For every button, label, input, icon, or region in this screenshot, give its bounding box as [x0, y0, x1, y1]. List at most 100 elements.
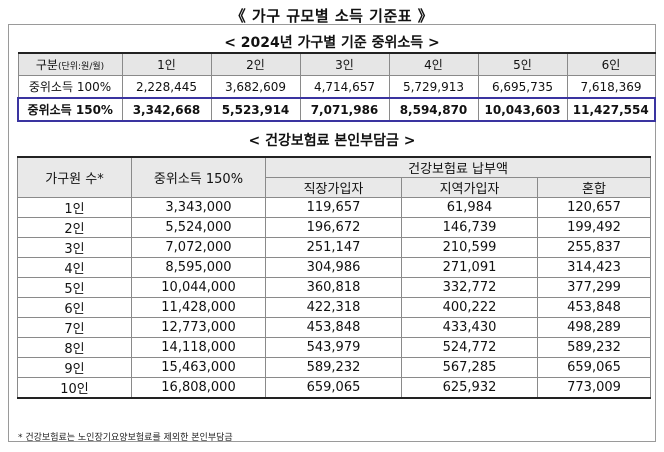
table-cell: 3,682,609 — [210, 75, 301, 99]
table-cell: 7,618,369 — [566, 75, 656, 99]
employee-header: 직장가입자 — [265, 177, 402, 198]
regional-premium-cell: 524,772 — [401, 337, 538, 358]
regional-header: 지역가입자 — [401, 177, 538, 198]
mixed-premium-cell: 199,492 — [536, 217, 652, 238]
employee-premium-cell: 251,147 — [265, 237, 402, 258]
regional-premium-cell: 400,222 — [401, 297, 538, 318]
regional-premium-cell: 271,091 — [401, 257, 538, 278]
table-header-row: 구분(단위:원/월) 1인 2인 3인 4인 5인 6인 — [17, 52, 656, 76]
median-income-cell: 3,343,000 — [131, 197, 266, 218]
table-cell: 11,427,554 — [566, 97, 656, 122]
mixed-premium-cell: 314,423 — [536, 257, 652, 278]
household-size-cell: 9인 — [17, 357, 132, 378]
table-body: 1인 3,343,000 119,657 61,984 120,657 2인 5,524,0… — [17, 197, 652, 399]
regional-premium-cell: 567,285 — [401, 357, 538, 378]
unit-label: (단위:원/월) — [57, 62, 105, 72]
household-size-cell: 4인 — [17, 257, 132, 278]
table-row: 3인 7,072,000 251,147 210,599 255,837 — [17, 237, 652, 258]
content-frame — [8, 24, 656, 442]
median-income-subtitle: < 2024년 가구별 기준 중위소득 > — [224, 35, 440, 51]
household-size-cell: 2인 — [17, 217, 132, 238]
table-row: 1인 3,343,000 119,657 61,984 120,657 — [17, 197, 652, 218]
health-insurance-table: 가구원 수* 중위소득 150% 건강보험료 납부액 직장가입자 지역가입자 혼… — [17, 156, 652, 399]
household-size-cell: 3인 — [17, 237, 132, 258]
mixed-premium-cell: 659,065 — [536, 357, 652, 378]
table-row: 10인 16,808,000 659,065 625,932 773,009 — [17, 377, 652, 399]
table-cell: 4,714,657 — [299, 75, 390, 99]
mixed-premium-cell: 120,657 — [536, 197, 652, 218]
median-income-cell: 12,773,000 — [131, 317, 266, 338]
employee-premium-cell: 119,657 — [265, 197, 402, 218]
employee-premium-cell: 453,848 — [265, 317, 402, 338]
table-cell: 2,228,445 — [121, 75, 212, 99]
mixed-header: 혼합 — [536, 177, 652, 198]
mixed-premium-cell: 377,299 — [536, 277, 652, 298]
median-income-header: 중위소득 150% — [131, 156, 266, 198]
page-title: 《 가구 규모별 소득 기준표 》 — [230, 7, 434, 25]
table-cell: 10,043,603 — [477, 97, 568, 122]
median-income-cell: 8,595,000 — [131, 257, 266, 278]
regional-premium-cell: 146,739 — [401, 217, 538, 238]
household-size-cell: 5인 — [17, 277, 132, 298]
employee-premium-cell: 360,818 — [265, 277, 402, 298]
employee-premium-cell: 589,232 — [265, 357, 402, 378]
table-header-row: 가구원 수* 중위소득 150% 건강보험료 납부액 — [17, 156, 652, 198]
household-size-cell: 10인 — [17, 377, 132, 399]
table-subheader-row: 직장가입자 지역가입자 혼합 — [18, 177, 652, 198]
table-cell: 8,594,870 — [388, 97, 479, 122]
regional-premium-cell: 210,599 — [401, 237, 538, 258]
table-row: 5인 10,044,000 360,818 332,772 377,299 — [17, 277, 652, 298]
column-header: 5인 — [477, 52, 568, 76]
mixed-premium-cell: 453,848 — [536, 297, 652, 318]
employee-premium-cell: 659,065 — [265, 377, 402, 399]
regional-premium-cell: 332,772 — [401, 277, 538, 298]
table-row: 6인 11,428,000 422,318 400,222 453,848 — [17, 297, 652, 318]
table-row: 7인 12,773,000 453,848 433,430 498,289 — [17, 317, 652, 338]
table-cell: 3,342,668 — [121, 97, 212, 122]
household-size-cell: 7인 — [17, 317, 132, 338]
category-label: 구분 — [35, 58, 58, 72]
median-income-table: 구분(단위:원/월) 1인 2인 3인 4인 5인 6인 중위소득 100% 2… — [17, 52, 656, 122]
table-row: 9인 15,463,000 589,232 567,285 659,065 — [17, 357, 652, 378]
employee-premium-cell: 422,318 — [265, 297, 402, 318]
median-income-cell: 14,118,000 — [131, 337, 266, 358]
category-header: 구분(단위:원/월) — [17, 52, 123, 76]
mixed-premium-cell: 255,837 — [536, 237, 652, 258]
table-row: 8인 14,118,000 543,979 524,772 589,232 — [17, 337, 652, 358]
mixed-premium-cell: 773,009 — [536, 377, 652, 399]
regional-premium-cell: 625,932 — [401, 377, 538, 399]
employee-premium-cell: 543,979 — [265, 337, 402, 358]
household-size-cell: 1인 — [17, 197, 132, 218]
table-row: 2인 5,524,000 196,672 146,739 199,492 — [17, 217, 652, 238]
household-size-cell: 8인 — [17, 337, 132, 358]
table-cell: 6,695,735 — [477, 75, 568, 99]
column-header: 3인 — [299, 52, 390, 76]
household-size-cell: 6인 — [17, 297, 132, 318]
column-header: 2인 — [210, 52, 301, 76]
highlighted-row: 중위소득 150% 3,342,668 5,523,914 7,071,986 … — [17, 97, 656, 122]
footnote: * 건강보험료는 노인장기요양보험료를 제외한 본인부담금 — [18, 433, 233, 443]
row-label: 중위소득 150% — [17, 97, 123, 122]
table-row: 중위소득 100% 2,228,445 3,682,609 4,714,657 … — [17, 75, 656, 99]
median-income-cell: 5,524,000 — [131, 217, 266, 238]
column-header: 6인 — [566, 52, 656, 76]
column-header: 4인 — [388, 52, 479, 76]
household-size-header: 가구원 수* — [17, 156, 132, 198]
median-income-cell: 15,463,000 — [131, 357, 266, 378]
table-cell: 7,071,986 — [299, 97, 390, 122]
table-cell: 5,729,913 — [388, 75, 479, 99]
employee-premium-cell: 196,672 — [265, 217, 402, 238]
median-income-cell: 16,808,000 — [131, 377, 266, 399]
health-insurance-subtitle: < 건강보험료 본인부담금 > — [248, 133, 416, 149]
median-income-cell: 11,428,000 — [131, 297, 266, 318]
mixed-premium-cell: 589,232 — [536, 337, 652, 358]
regional-premium-cell: 61,984 — [401, 197, 538, 218]
premium-group-header: 건강보험료 납부액 — [264, 156, 652, 178]
employee-premium-cell: 304,986 — [265, 257, 402, 278]
mixed-premium-cell: 498,289 — [536, 317, 652, 338]
column-header: 1인 — [121, 52, 212, 76]
regional-premium-cell: 433,430 — [401, 317, 538, 338]
median-income-cell: 10,044,000 — [131, 277, 266, 298]
table-row: 4인 8,595,000 304,986 271,091 314,423 — [17, 257, 652, 278]
table-cell: 5,523,914 — [210, 97, 301, 122]
